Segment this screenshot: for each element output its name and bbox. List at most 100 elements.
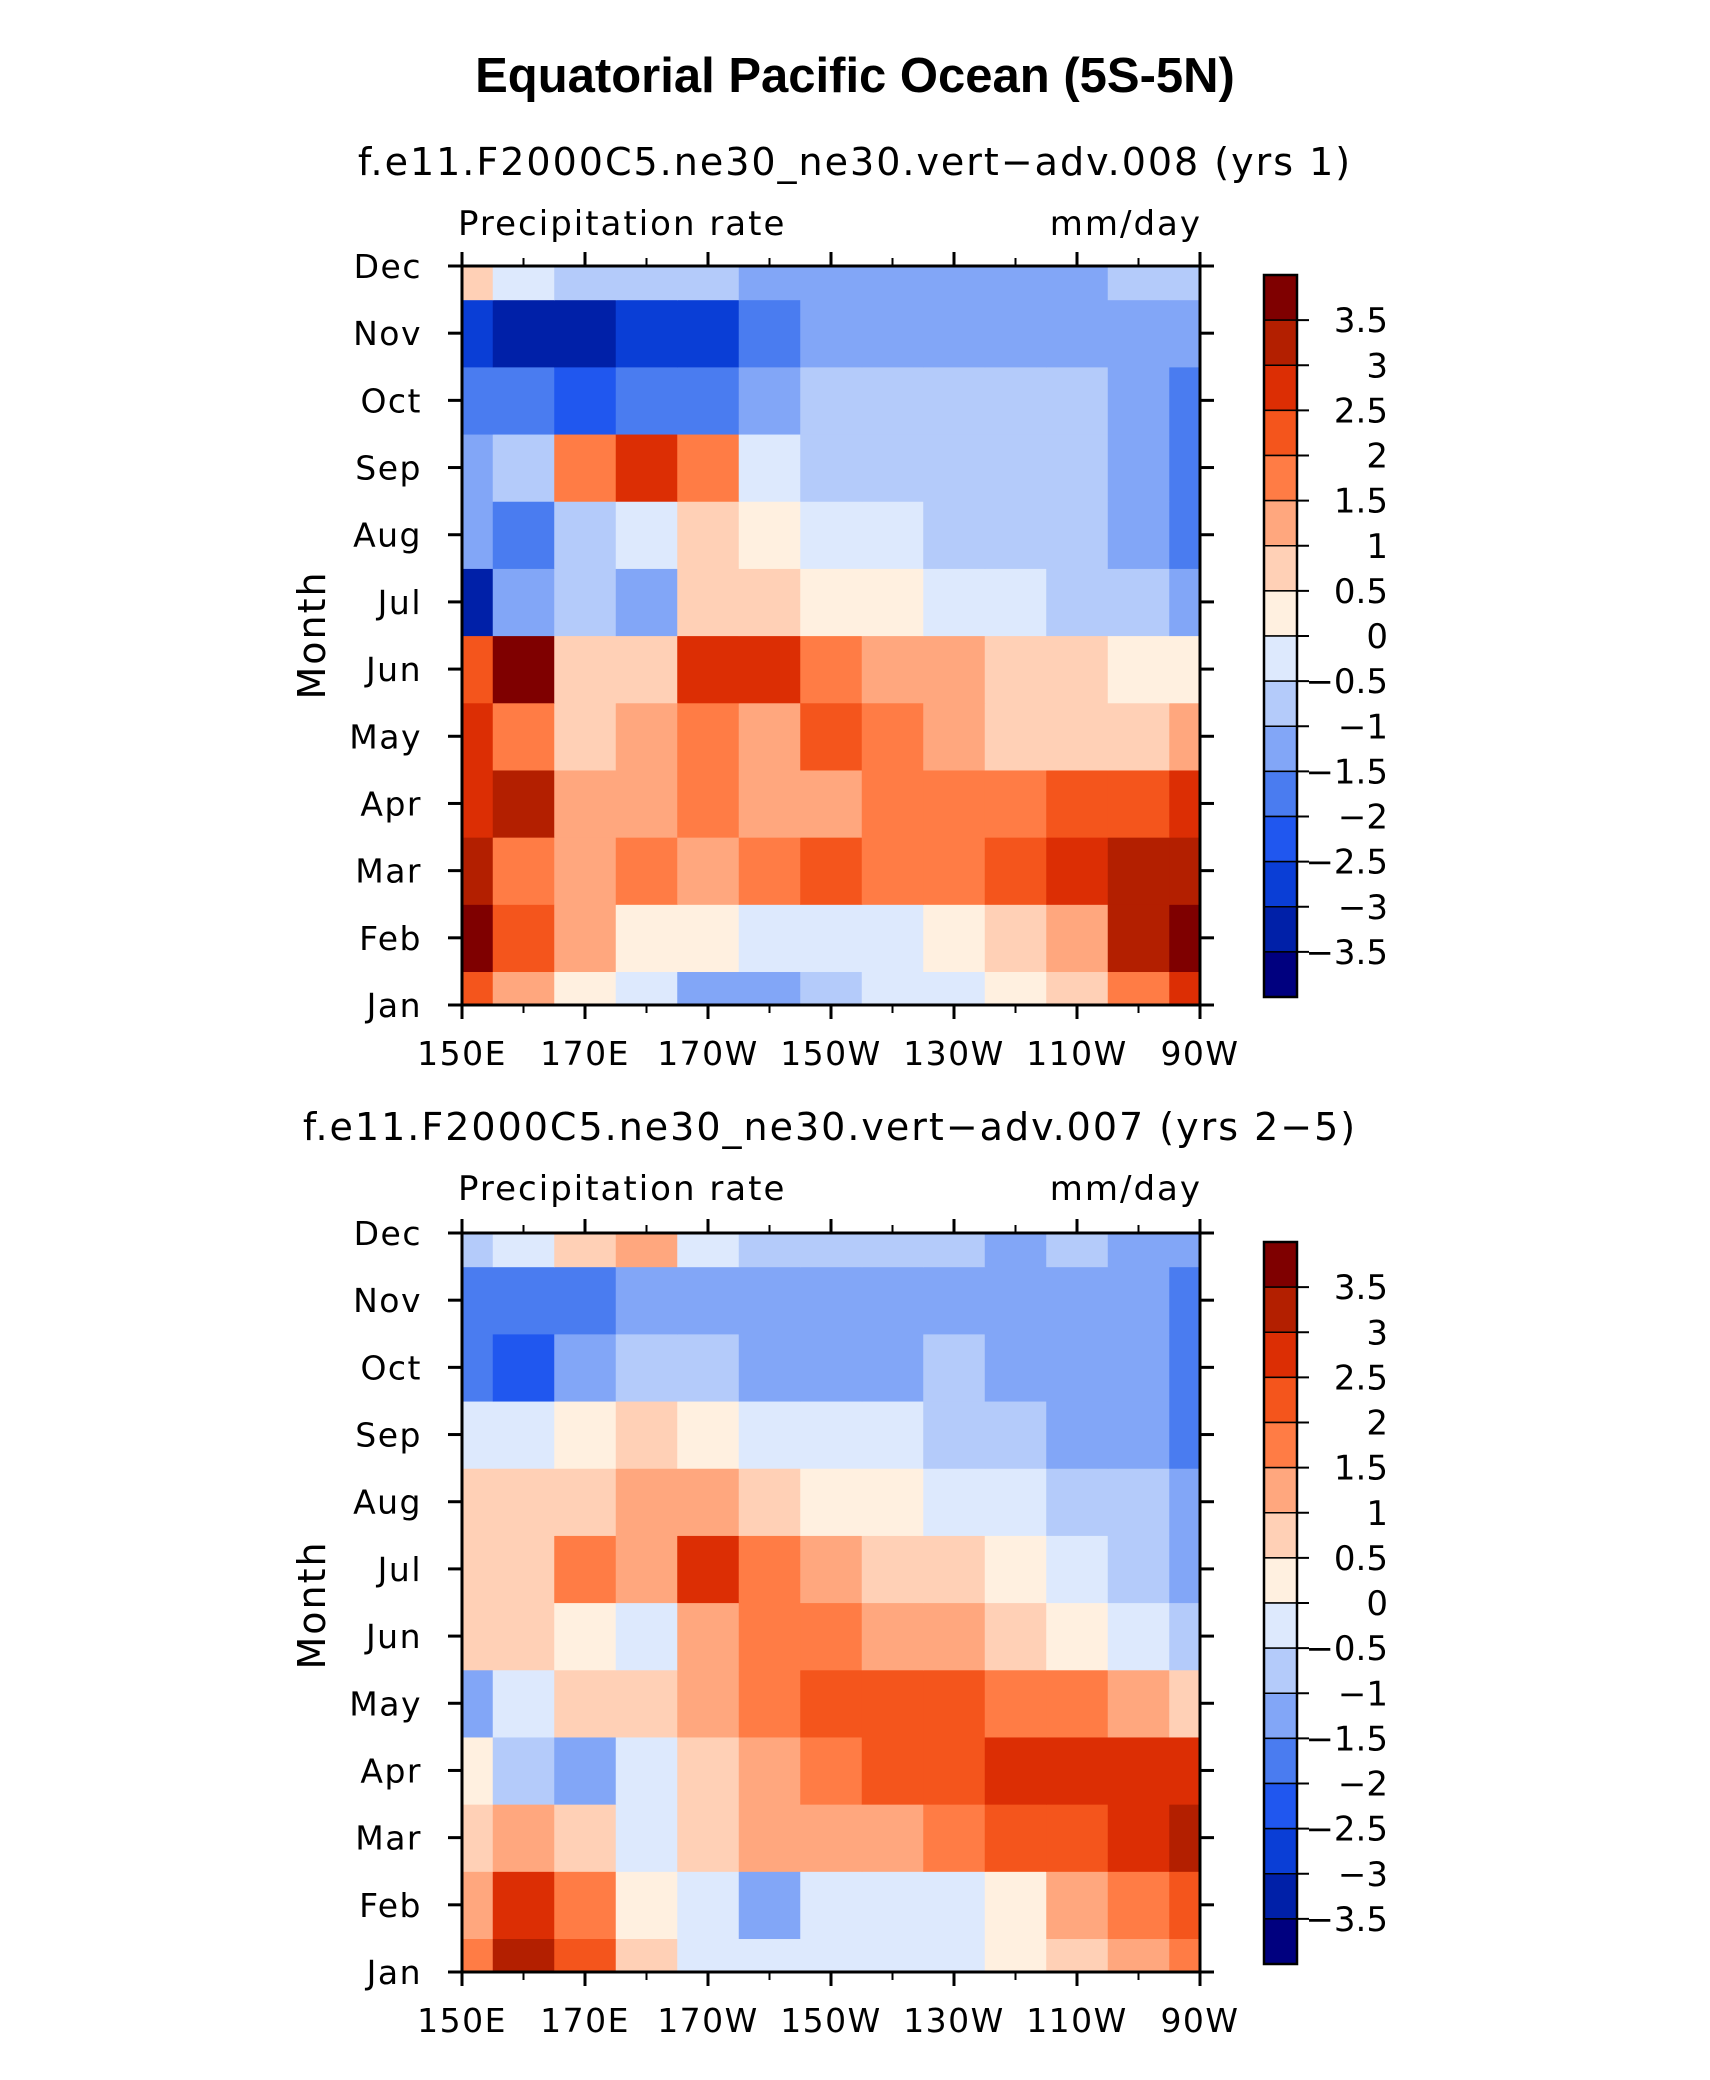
x-tick-label: 150E <box>417 1034 507 1073</box>
heatmap-cell <box>800 702 863 771</box>
colorbar-label: 2.5 <box>1334 1358 1388 1398</box>
panel-2: f.e11.F2000C5.ne30_ne30.vert−adv.007 (yr… <box>290 1105 1388 2040</box>
panel-2-heatmap <box>462 1233 1201 1973</box>
heatmap-cell <box>462 1871 494 1940</box>
colorbar-box <box>1263 454 1298 502</box>
heatmap-cell <box>492 1938 555 1973</box>
figure-title: Equatorial Pacific Ocean (5S-5N) <box>475 49 1235 103</box>
heatmap-cell <box>738 769 801 838</box>
heatmap-cell <box>677 366 740 435</box>
heatmap-cell <box>738 1804 801 1872</box>
heatmap-cell <box>1046 837 1109 905</box>
colorbar-label: −0.5 <box>1305 1629 1388 1669</box>
heatmap-cell <box>861 299 924 368</box>
heatmap-cell <box>615 1804 678 1872</box>
heatmap-cell <box>984 1938 1047 1973</box>
heatmap-cell <box>462 568 494 637</box>
heatmap-cell <box>800 837 863 905</box>
heatmap-cell <box>615 1535 678 1604</box>
colorbar-label: 3 <box>1366 346 1388 386</box>
x-tick-label: 170E <box>540 1034 630 1073</box>
colorbar-box <box>1263 725 1298 773</box>
heatmap-cell <box>923 837 986 905</box>
heatmap-cell <box>1169 568 1201 637</box>
heatmap-cell <box>677 1602 740 1671</box>
heatmap-cell <box>1169 1400 1201 1469</box>
heatmap-cell <box>615 971 678 1006</box>
heatmap-cell <box>492 266 555 301</box>
heatmap-cell <box>1107 1400 1170 1469</box>
heatmap-cell <box>1107 266 1170 301</box>
heatmap-cell <box>923 1233 986 1268</box>
heatmap-cell <box>1169 1669 1201 1738</box>
heatmap-cell <box>492 1468 555 1536</box>
heatmap-cell <box>738 1602 801 1671</box>
heatmap-cell <box>923 1468 986 1536</box>
y-tick-label: Jun <box>364 1617 422 1656</box>
heatmap-cell <box>615 266 678 301</box>
heatmap-cell <box>677 769 740 838</box>
heatmap-cell <box>462 266 494 301</box>
x-tick-label: 150W <box>780 2001 882 2040</box>
heatmap-cell <box>984 1468 1047 1536</box>
heatmap-cell <box>1046 568 1109 637</box>
heatmap-cell <box>738 433 801 502</box>
heatmap-cell <box>738 837 801 905</box>
heatmap-cell <box>984 837 1047 905</box>
colorbar-box <box>1263 319 1298 366</box>
heatmap-cell <box>492 501 555 569</box>
heatmap-cell <box>554 1535 617 1604</box>
heatmap-cell <box>923 971 986 1006</box>
x-tick-label: 170W <box>657 1034 759 1073</box>
heatmap-cell <box>738 1736 801 1805</box>
heatmap-cell <box>984 1535 1047 1604</box>
heatmap-cell <box>677 1871 740 1940</box>
x-tick-label: 150W <box>780 1034 882 1073</box>
heatmap-cell <box>554 366 617 435</box>
colorbar-box <box>1263 635 1298 682</box>
heatmap-cell <box>1107 1871 1170 1940</box>
heatmap-cell <box>861 1938 924 1973</box>
heatmap-cell <box>1046 971 1109 1006</box>
colorbar-box <box>1263 860 1298 908</box>
y-tick-label: Nov <box>353 314 422 353</box>
heatmap-cell <box>1169 837 1201 905</box>
x-tick-label: 130W <box>903 2001 1005 2040</box>
heatmap-cell <box>800 501 863 569</box>
x-tick-label: 170E <box>540 2001 630 2040</box>
heatmap-cell <box>861 1535 924 1604</box>
heatmap-cell <box>554 1669 617 1738</box>
x-tick-label: 170W <box>657 2001 759 2040</box>
colorbar-label: −2 <box>1338 798 1388 838</box>
colorbar-box <box>1263 1557 1298 1604</box>
heatmap-cell <box>1046 1266 1109 1335</box>
y-tick-label: Jan <box>365 1953 422 1992</box>
heatmap-cell <box>677 837 740 905</box>
heatmap-cell <box>861 568 924 637</box>
heatmap-cell <box>615 568 678 637</box>
heatmap-cell <box>800 1602 863 1671</box>
heatmap-cell <box>800 433 863 502</box>
heatmap-cell <box>677 904 740 973</box>
heatmap-cell <box>800 769 863 838</box>
heatmap-cell <box>462 1804 494 1872</box>
colorbar-label: −0.5 <box>1305 662 1388 702</box>
heatmap-cell <box>923 1266 986 1335</box>
heatmap-cell <box>462 1333 494 1402</box>
heatmap-cell <box>923 904 986 973</box>
colorbar-box <box>1263 1782 1298 1830</box>
heatmap-cell <box>1107 1333 1170 1402</box>
heatmap-cell <box>677 635 740 704</box>
heatmap-cell <box>800 1804 863 1872</box>
heatmap-cell <box>615 1233 678 1268</box>
heatmap-cell <box>1169 366 1201 435</box>
heatmap-cell <box>861 1233 924 1268</box>
heatmap-cell <box>1107 568 1170 637</box>
heatmap-cell <box>492 1804 555 1872</box>
colorbar-box <box>1263 590 1298 637</box>
colorbar-box <box>1263 1421 1298 1469</box>
panel-2-colorbar: 3.5 3 2.5 2 1.5 1 0.5 0 −0.5 −1 −1.5 −2 −2.5 −3 −3.5 <box>1262 1240 1388 1966</box>
heatmap-cell <box>554 1333 617 1402</box>
heatmap-cell <box>738 1871 801 1940</box>
heatmap-cell <box>1046 1804 1109 1872</box>
